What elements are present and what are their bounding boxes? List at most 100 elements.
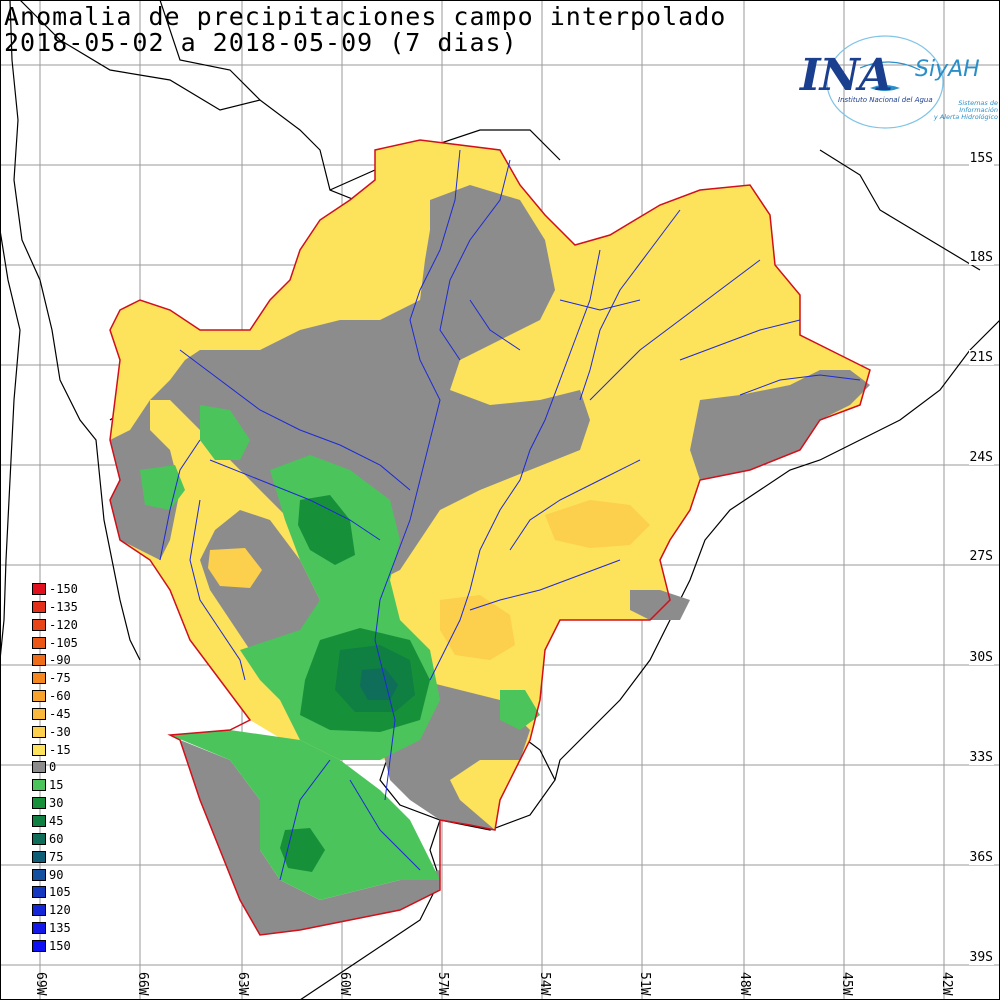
legend-swatch <box>32 814 46 827</box>
legend-label: -120 <box>49 617 78 632</box>
legend-entry: 150 <box>32 937 92 955</box>
longitude-label: 54W <box>537 972 552 996</box>
anomaly-region-plus15-south <box>170 730 440 900</box>
legend-swatch <box>32 939 46 952</box>
longitude-label: 60W <box>337 972 352 996</box>
legend-entry: -90 <box>32 651 92 669</box>
legend-swatch <box>32 725 46 738</box>
legend-swatch <box>32 636 46 649</box>
legend-label: 15 <box>49 778 64 793</box>
anomaly-region-zero-east <box>690 370 870 480</box>
anomaly-region-zero <box>110 185 590 580</box>
longitude-label: 42W <box>939 972 954 996</box>
legend-entry: 45 <box>32 812 92 830</box>
map-period: 2018-05-02 a 2018-05-09 (7 dias) <box>4 28 518 57</box>
legend-entry: 90 <box>32 866 92 884</box>
anomaly-region-minus30-c <box>208 548 262 588</box>
legend-swatch <box>32 904 46 917</box>
legend-swatch <box>32 761 46 774</box>
latitude-label: 21S <box>968 350 994 365</box>
legend-swatch <box>32 886 46 899</box>
legend-entry: -135 <box>32 598 92 616</box>
latitude-label: 36S <box>968 850 994 865</box>
legend-label: 150 <box>49 938 71 953</box>
legend-entry: -15 <box>32 741 92 759</box>
latitude-label: 30S <box>968 650 994 665</box>
legend-entry: -120 <box>32 616 92 634</box>
latitude-label: 18S <box>968 250 994 265</box>
legend-label: -60 <box>49 689 71 704</box>
logo-subtitle: Instituto Nacional del Agua <box>838 96 933 104</box>
legend-label: -90 <box>49 653 71 668</box>
legend-entry: -105 <box>32 634 92 652</box>
anomaly-region-plus30-a <box>298 495 355 565</box>
legend-swatch <box>32 868 46 881</box>
legend-entry: -75 <box>32 669 92 687</box>
basin-outline <box>109 139 871 936</box>
legend-label: 120 <box>49 903 71 918</box>
legend-label: 105 <box>49 885 71 900</box>
logo-swirl-icon <box>826 35 944 129</box>
logo-siyah-text: SiyAH <box>915 57 980 82</box>
legend-swatch <box>32 690 46 703</box>
longitude-label: 66W <box>135 972 150 996</box>
legend-label: -150 <box>49 582 78 596</box>
legend-entry: 60 <box>32 830 92 848</box>
longitude-label: 63W <box>235 972 250 996</box>
legend-entry: -30 <box>32 723 92 741</box>
legend-label: -75 <box>49 671 71 686</box>
logo-system-subtitle: Sistemas de Información y Alerta Hidroló… <box>918 100 998 121</box>
anomaly-region-minus30-b <box>440 595 515 660</box>
ina-siyah-logo: INA SiyAH Instituto Nacional del Agua Si… <box>790 30 1000 130</box>
legend-swatch <box>32 922 46 935</box>
legend-swatch <box>32 600 46 613</box>
latitude-label: 33S <box>968 750 994 765</box>
legend-label: 0 <box>49 760 57 775</box>
legend-label: -105 <box>49 635 78 650</box>
legend-swatch <box>32 797 46 810</box>
longitude-label: 45W <box>839 972 854 996</box>
legend-swatch <box>32 850 46 863</box>
legend-entry: 75 <box>32 848 92 866</box>
legend-label: -45 <box>49 706 71 721</box>
legend-label: 90 <box>49 867 64 882</box>
legend-label: 135 <box>49 921 71 936</box>
legend-entry: 120 <box>32 901 92 919</box>
legend-label: 60 <box>49 831 64 846</box>
legend-label: -30 <box>49 724 71 739</box>
legend-entry: 30 <box>32 794 92 812</box>
legend-entry: -150 <box>32 580 92 598</box>
legend-swatch <box>32 583 46 595</box>
legend-entry: -45 <box>32 705 92 723</box>
legend-label: 30 <box>49 796 64 811</box>
anomaly-region-zero-ne <box>630 590 690 620</box>
legend-swatch <box>32 779 46 792</box>
legend-entry: -60 <box>32 687 92 705</box>
logo-ina-text: INA <box>800 50 893 101</box>
anomaly-region-minus30-a <box>545 500 650 548</box>
legend-entry: 0 <box>32 758 92 776</box>
logo-system-subtitle-2: y Alerta Hidrológico <box>933 113 998 121</box>
latitude-label: 39S <box>968 950 994 965</box>
color-legend: -150 -135 -120 -105 -90 -75 -60 -45 -30 -15 0 15 30 4… <box>32 580 92 955</box>
anomaly-region-plus15-e <box>500 690 540 730</box>
legend-swatch <box>32 743 46 756</box>
logo-system-subtitle-1: Sistemas de Información <box>958 99 998 114</box>
longitude-label: 57W <box>435 972 450 996</box>
legend-swatch <box>32 618 46 631</box>
longitude-label: 51W <box>637 972 652 996</box>
legend-label: -15 <box>49 742 71 757</box>
latitude-label: 27S <box>968 549 994 564</box>
anomaly-region-plus15-nw <box>200 405 250 460</box>
legend-swatch <box>32 654 46 667</box>
latitude-label: 15S <box>968 151 994 166</box>
anomaly-field <box>110 140 870 935</box>
legend-entry: 15 <box>32 776 92 794</box>
legend-swatch <box>32 832 46 845</box>
legend-label: 45 <box>49 813 64 828</box>
legend-entry: 135 <box>32 919 92 937</box>
anomaly-region-plus30-c <box>280 828 325 872</box>
latitude-label: 24S <box>968 450 994 465</box>
